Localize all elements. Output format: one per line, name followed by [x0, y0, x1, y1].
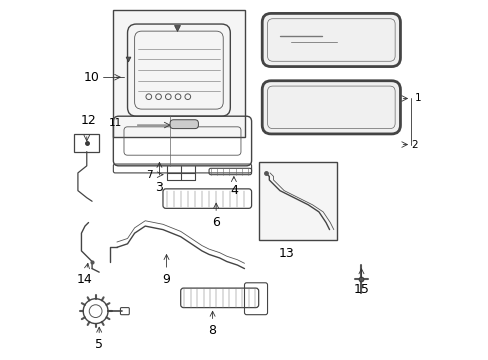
Text: 12: 12: [81, 114, 96, 127]
Text: 3: 3: [155, 162, 163, 194]
Text: 6: 6: [212, 203, 220, 229]
Text: 11: 11: [109, 118, 122, 128]
FancyBboxPatch shape: [262, 81, 400, 134]
Bar: [74, 134, 99, 152]
Text: 8: 8: [208, 311, 216, 337]
FancyBboxPatch shape: [170, 120, 198, 129]
Text: 13: 13: [279, 247, 294, 260]
Text: 5: 5: [95, 327, 103, 351]
Text: 4: 4: [229, 177, 237, 197]
Text: 7: 7: [145, 170, 152, 180]
Text: 9: 9: [162, 255, 170, 286]
Text: 10: 10: [83, 71, 99, 84]
Bar: [113, 10, 244, 138]
Bar: [258, 162, 336, 240]
Text: 14: 14: [77, 264, 93, 286]
Text: 1: 1: [414, 94, 420, 103]
Text: 15: 15: [353, 269, 368, 296]
Text: 2: 2: [410, 140, 417, 149]
FancyBboxPatch shape: [262, 13, 400, 67]
